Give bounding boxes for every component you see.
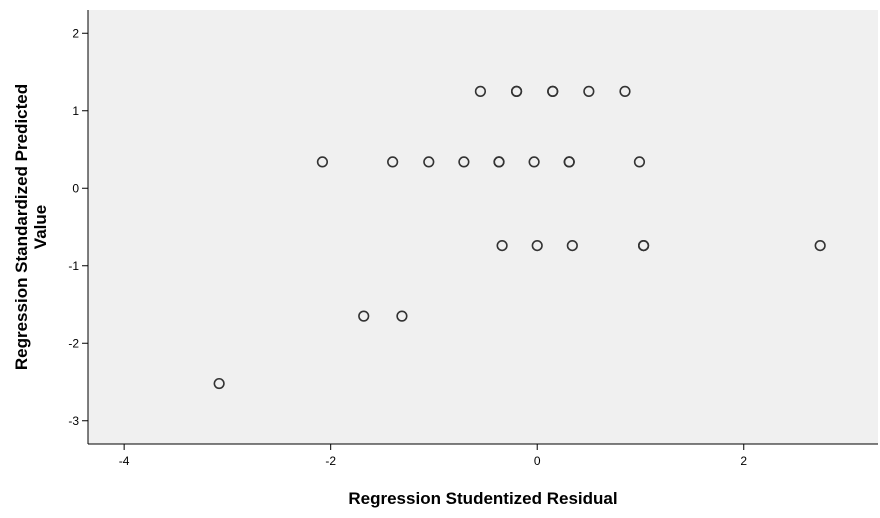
data-point [493, 156, 505, 168]
data-point [583, 85, 595, 97]
x-axis-title: Regression Studentized Residual [348, 489, 617, 508]
data-point [531, 240, 543, 252]
y-tick-label: -1 [68, 259, 79, 273]
x-tick-label: -2 [325, 454, 336, 468]
y-tick-label: -3 [68, 414, 79, 428]
y-tick-label: 2 [72, 26, 79, 40]
data-point [423, 156, 435, 168]
data-point [474, 85, 487, 97]
y-axis-title-line-2: Value [31, 205, 50, 249]
x-tick-label: -4 [119, 454, 130, 468]
data-point [396, 310, 408, 322]
y-tick-label: -2 [68, 336, 79, 350]
data-point [619, 85, 631, 97]
data-point [213, 377, 225, 390]
y-axis-title-line-1: Regression Standardized Predicted [12, 84, 31, 370]
axes: -3 -2 -1 0 1 2 -4 -2 0 2 [68, 10, 878, 468]
data-point [316, 156, 329, 168]
data-point [547, 85, 559, 97]
data-point [496, 240, 508, 252]
data-point [528, 156, 540, 168]
data-point [566, 240, 578, 252]
data-point [563, 156, 575, 168]
x-tick-label: 2 [740, 454, 747, 468]
data-point [510, 85, 523, 97]
plot-area [88, 10, 878, 444]
data-point [387, 156, 399, 168]
data-point [633, 156, 646, 168]
x-tick-label: 0 [534, 454, 541, 468]
data-points [213, 85, 826, 390]
y-tick-label: 1 [72, 104, 79, 118]
y-tick-label: 0 [72, 181, 79, 195]
data-point [458, 156, 470, 168]
data-point [814, 240, 826, 252]
data-point [637, 240, 650, 252]
data-point [358, 310, 370, 322]
